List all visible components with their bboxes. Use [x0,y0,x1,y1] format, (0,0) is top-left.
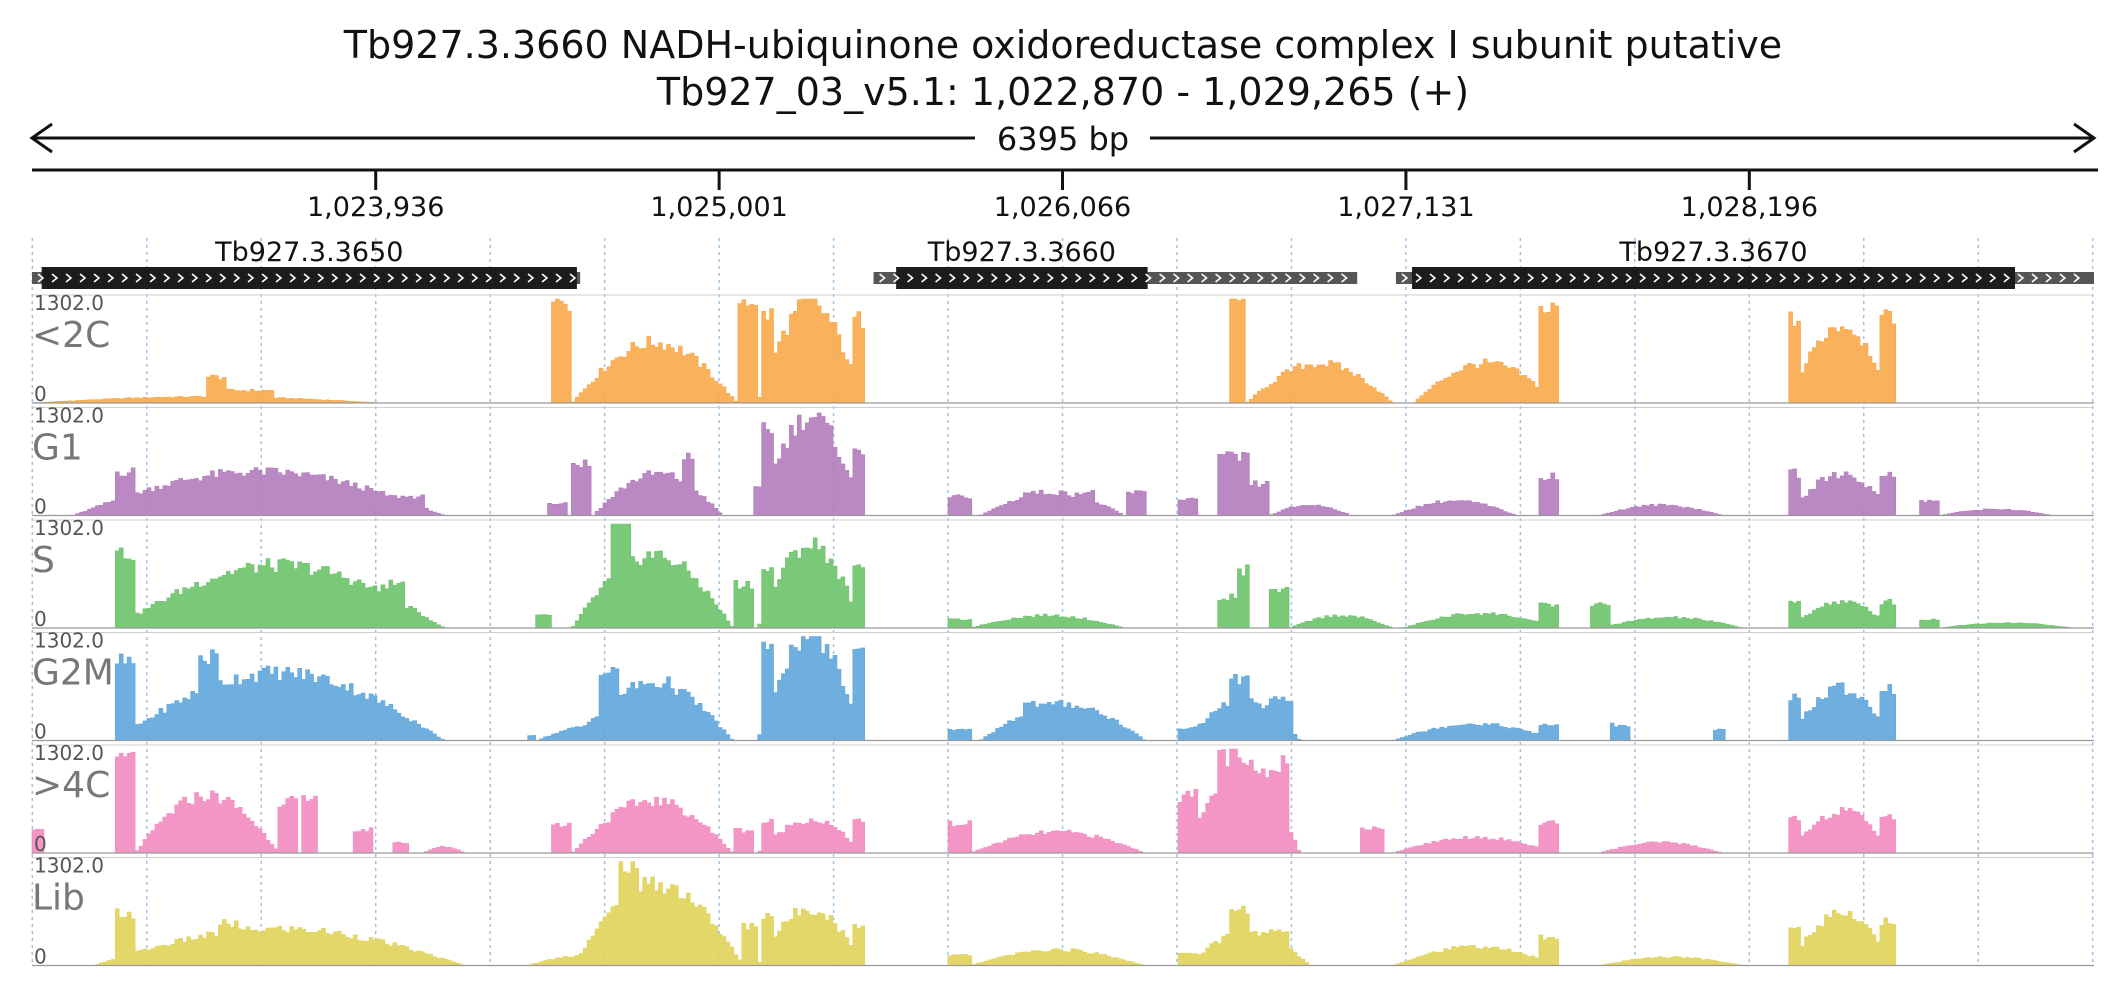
gene-track: Tb927.3.3650 Tb927.3.3660 Tb927.3.3670 [32,237,2094,289]
track-label-5: Lib [32,878,85,919]
tick-label-1: 1,025,001 [650,192,787,223]
gene-label-0: Tb927.3.3650 [214,237,403,268]
track-scale-max-3: 1302.0 [34,629,104,653]
track-scale-min-4: 0 [34,832,47,856]
track-G2M: 1302.0 0 G2M [32,629,2094,744]
track-Lib: 1302.0 0 Lib [32,854,2094,969]
gene-cds-1 [896,267,1148,289]
track-G1: 1302.0 0 G1 [32,404,2094,519]
chart-subtitle: Tb927_03_v5.1: 1,022,870 - 1,029,265 (+) [656,70,1469,114]
track-label-0: <2C [32,315,110,356]
gene-Tb927.3.3660: Tb927.3.3660 [873,237,1358,289]
tick-label-2: 1,026,066 [994,192,1131,223]
track-label-2: S [32,540,55,581]
gene-strand-arrows-0 [37,273,577,283]
track->4C: 1302.0 0 >4C [31,741,2094,856]
gene-cds-2 [1412,267,2016,289]
chart-title: Tb927.3.3660 NADH-ubiquinone oxidoreduct… [343,23,1782,67]
track-label-3: G2M [32,653,114,694]
gene-Tb927.3.3650: Tb927.3.3650 [32,237,581,289]
gene-Tb927.3.3670: Tb927.3.3670 [1395,237,2094,289]
tick-label-3: 1,027,131 [1337,192,1474,223]
axis-ticks: 1,023,936 1,025,001 1,026,066 1,027,131 1,02… [307,170,1818,223]
coverage-area-4 [31,748,2094,854]
track-label-1: G1 [32,428,83,469]
track-scale-max-4: 1302.0 [34,741,104,765]
track-S: 1302.0 0 S [32,516,2094,631]
tick-label-4: 1,028,196 [1681,192,1818,223]
track-scale-max-2: 1302.0 [34,516,104,540]
tick-label-0: 1,023,936 [307,192,444,223]
coverage-area-5 [32,861,2094,966]
gene-strand-arrows-1 [879,273,1348,283]
span-arrow [29,122,2097,154]
track-scale-max-1: 1302.0 [34,404,104,428]
track-scale-min-3: 0 [34,720,47,744]
track-<2C: 1302.0 0 <2C [31,291,2094,406]
track-scale-max-0: 1302.0 [34,291,104,315]
track-scale-min-5: 0 [34,945,47,969]
gene-label-1: Tb927.3.3660 [927,237,1116,268]
track-label-4: >4C [32,765,110,806]
gene-strand-arrows-2 [1401,273,2081,283]
track-scale-max-5: 1302.0 [34,854,104,878]
track-scale-min-0: 0 [34,382,47,406]
coverage-tracks: 1302.00<2C1302.00G11302.00S1302.00G2M130… [31,291,2094,969]
gene-label-2: Tb927.3.3670 [1618,237,1807,268]
track-scale-min-2: 0 [34,607,47,631]
span-label: 6395 bp [997,120,1129,158]
track-scale-min-1: 0 [34,495,47,519]
